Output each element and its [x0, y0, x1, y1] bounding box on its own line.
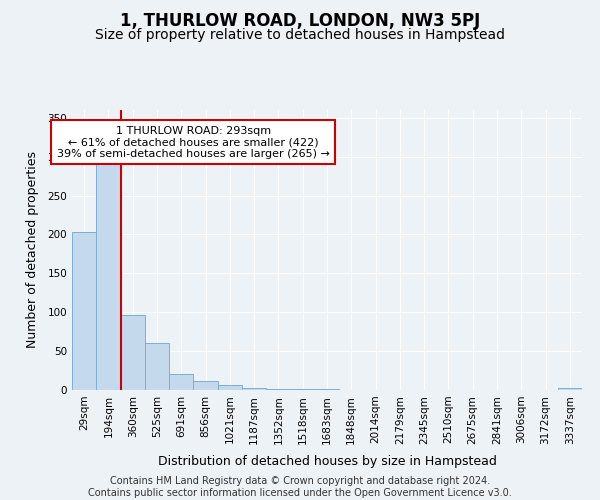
Bar — [121, 316, 145, 390]
Bar — [242, 388, 266, 390]
Text: 1, THURLOW ROAD, LONDON, NW3 5PJ: 1, THURLOW ROAD, LONDON, NW3 5PJ — [120, 12, 480, 30]
Bar — [218, 386, 242, 390]
Bar — [266, 389, 290, 390]
X-axis label: Distribution of detached houses by size in Hampstead: Distribution of detached houses by size … — [158, 454, 496, 468]
Bar — [290, 389, 315, 390]
Bar — [315, 389, 339, 390]
Bar — [72, 232, 96, 390]
Text: Size of property relative to detached houses in Hampstead: Size of property relative to detached ho… — [95, 28, 505, 42]
Y-axis label: Number of detached properties: Number of detached properties — [26, 152, 39, 348]
Bar — [96, 164, 121, 390]
Bar — [169, 374, 193, 390]
Bar — [145, 344, 169, 390]
Text: Contains HM Land Registry data © Crown copyright and database right 2024.
Contai: Contains HM Land Registry data © Crown c… — [88, 476, 512, 498]
Bar — [558, 388, 582, 390]
Text: 1 THURLOW ROAD: 293sqm
← 61% of detached houses are smaller (422)
39% of semi-de: 1 THURLOW ROAD: 293sqm ← 61% of detached… — [57, 126, 330, 159]
Bar — [193, 380, 218, 390]
